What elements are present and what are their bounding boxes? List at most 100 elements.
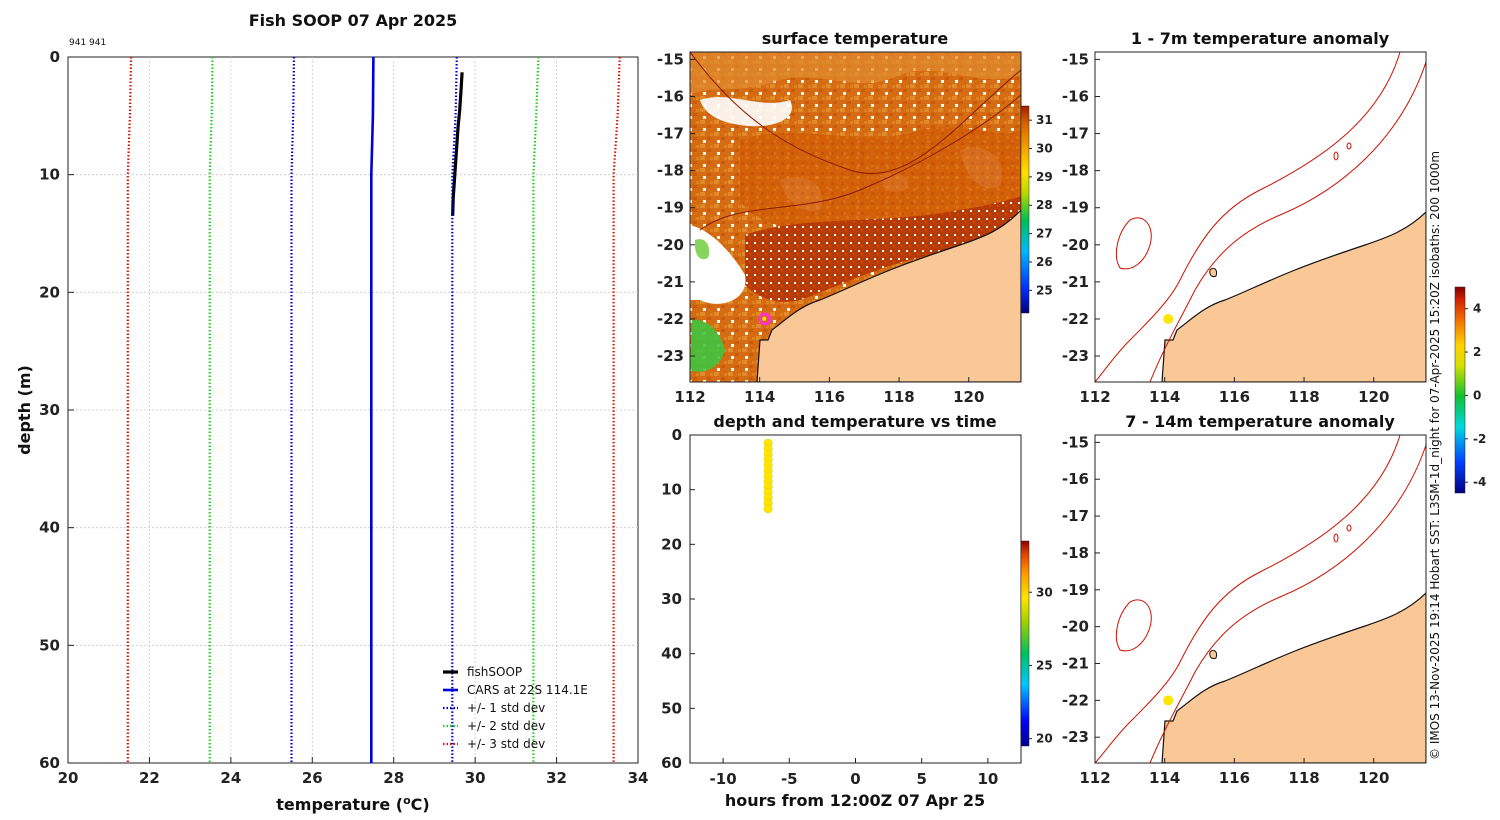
x-tick-label: 112 [674,388,705,406]
profile-y-label: depth (m) [15,365,34,455]
series--3-std-dev [126,56,133,763]
x-tick-label: 26 [302,769,323,787]
ship-position-center [762,316,767,321]
colorbar-tick-label: 28 [1036,198,1053,212]
y-tick-label: -18 [657,162,684,180]
x-tick-label: 116 [1219,769,1250,787]
colorbar-tick-label: 4 [1473,302,1481,316]
x-tick-label: 114 [744,388,775,406]
y-tick-label: 60 [39,754,60,772]
anomaly-colorbar [1454,286,1466,494]
anomaly-map-1-7m: 1 - 7m temperature anomaly 112 114 116 118 1… [1062,29,1427,406]
depth-time-axes-frame [689,434,1022,764]
profile-chart: 20 22 24 26 28 30 32 34 0 10 20 30 40 50 60 temperatu… [15,48,648,814]
legend-label: fishSOOP [467,665,522,679]
y-tick-label: -19 [1062,581,1089,599]
x-tick-label: 114 [1149,769,1180,787]
anomaly-7-14m-x-ticks: 112 114 116 118 120 [1079,758,1389,787]
colorbar-tick-label: 27 [1036,227,1053,241]
x-tick-label: -5 [781,770,798,788]
anomaly-7-14m-marker [1163,695,1174,706]
depth-time-point [763,504,773,514]
colorbar-tick-label: 25 [1036,658,1053,672]
anomaly-1-7m-field [1095,52,1426,382]
y-tick-label: 50 [39,636,60,654]
x-tick-label: 120 [953,388,984,406]
colorbar-tick-label: 30 [1036,142,1053,156]
y-tick-label: -21 [1062,654,1089,672]
x-tick-label: 112 [1079,769,1110,787]
y-tick-label: -15 [1062,50,1089,68]
sst-map-x-ticks: 112 114 116 118 120 [674,377,984,406]
colorbar-tick-label: 29 [1036,170,1053,184]
colorbar-tick-label: -4 [1473,475,1486,489]
profile-x-label: temperature (oC) [276,794,429,814]
anomaly-7-14m-y-ticks: -15 -16 -17 -18 -19 -20 -21 -22 -23 [1062,433,1100,746]
y-tick-label: 20 [661,535,682,553]
x-tick-label: 10 [977,770,998,788]
y-tick-label: -20 [1062,236,1089,254]
x-tick-label: 24 [220,769,241,787]
credit-text: © IMOS 13-Nov-2025 19:14 Hobart SST: L3S… [1428,151,1442,760]
series--2-std-dev-upper [532,56,540,763]
y-tick-label: 20 [39,283,60,301]
y-tick-label: -18 [1062,544,1089,562]
anomaly-7-14m-field [1095,435,1426,763]
series--1-std-dev-upper [451,56,458,763]
depth-time-y-ticks: 0 10 20 30 40 50 60 [661,426,695,772]
y-tick-label: 60 [661,754,682,772]
x-tick-label: 0 [850,770,860,788]
y-tick-label: 30 [39,401,60,419]
x-tick-label: 34 [628,769,649,787]
y-tick-label: -17 [1062,125,1089,143]
colorbar-tick-label: 2 [1473,345,1481,359]
y-tick-label: -22 [657,310,684,328]
anomaly-1-7m-title: 1 - 7m temperature anomaly [1131,29,1390,48]
y-tick-label: -16 [1062,87,1089,105]
profile-x-ticks: 20 22 24 26 28 30 32 34 [58,757,649,787]
x-tick-label: 22 [139,769,160,787]
anomaly-map-7-14m: 7 - 14m temperature anomaly 112 114 116 118… [1062,412,1427,787]
y-tick-label: -21 [1062,273,1089,291]
colorbar-tick-label: 0 [1473,388,1481,402]
y-tick-label: -16 [657,87,684,105]
anomaly-1-7m-y-ticks: -15 -16 -17 -18 -19 -20 -21 -22 -23 [1062,50,1100,365]
x-tick-label: 28 [383,769,404,787]
sst-map: surface temperature 112 114 116 118 120 -15-… [657,29,1053,406]
y-tick-label: 10 [39,166,60,184]
y-tick-label: -20 [1062,618,1089,636]
series--3-std-dev-upper [612,56,621,763]
y-tick-label: -22 [1062,691,1089,709]
x-tick-label: 120 [1358,388,1389,406]
depth-time-colorbar-ticks: 20 25 30 [1029,585,1053,746]
x-tick-label: 116 [814,388,845,406]
anomaly-1-7m-x-ticks: 112 114 116 118 120 [1079,377,1389,406]
x-tick-label: 112 [1079,388,1110,406]
colorbar-tick-label: 30 [1036,585,1053,599]
y-tick-label: 50 [661,699,682,717]
y-tick-label: -23 [657,347,684,365]
series--2-std-dev [208,56,214,763]
legend-label: +/- 1 std dev [467,701,545,715]
x-tick-label: 118 [1288,769,1319,787]
x-tick-label: 114 [1149,388,1180,406]
x-tick-label: 32 [546,769,567,787]
y-tick-label: 10 [661,481,682,499]
y-tick-label: -15 [1062,433,1089,451]
depth-time-x-label: hours from 12:00Z 07 Apr 25 [725,791,985,810]
series-fishsoop [451,72,464,216]
x-tick-label: 30 [465,769,486,787]
sst-field [690,52,1021,382]
depth-time-colorbar [1020,540,1030,747]
y-tick-label: -23 [1062,728,1089,746]
colorbar-tick-label: -2 [1473,432,1486,446]
series--1-std-dev [290,56,296,763]
y-tick-label: -17 [1062,507,1089,525]
profile-grid [68,57,638,763]
y-tick-label: 40 [39,519,60,537]
x-tick-label: 118 [1288,388,1319,406]
platform-id: 941 941 [69,38,106,48]
depth-time-points [763,438,773,514]
y-tick-label: -19 [657,199,684,217]
y-tick-label: -15 [657,50,684,68]
